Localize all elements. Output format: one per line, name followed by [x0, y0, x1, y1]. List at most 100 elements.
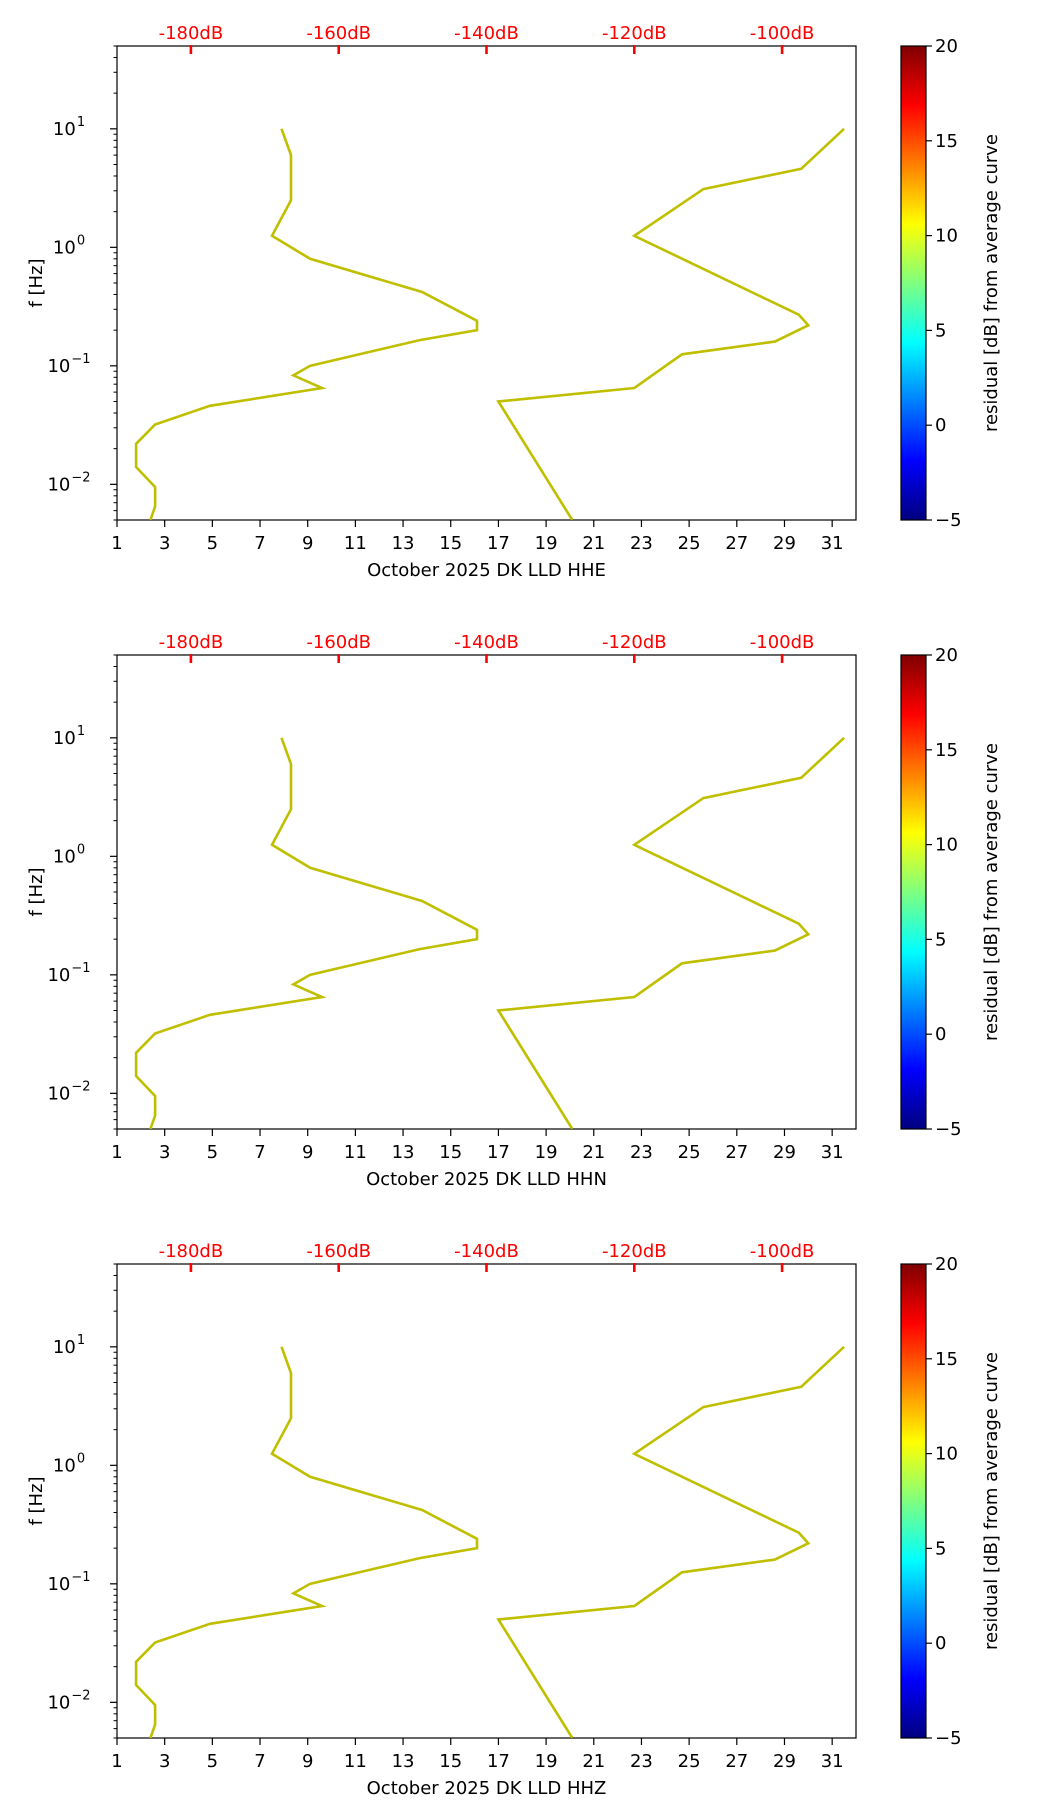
- psd-curve-2: [496, 736, 845, 1129]
- colorbar-tick-label: 15: [935, 1349, 958, 1370]
- db-tick-label: -100dB: [750, 632, 815, 653]
- x-tick-label: 29: [773, 533, 796, 554]
- x-tick-label: 25: [678, 533, 701, 554]
- db-tick-label: -160dB: [306, 632, 371, 653]
- y-axis-label: f [Hz]: [26, 1476, 47, 1525]
- x-tick-label: 13: [392, 533, 415, 554]
- x-tick-label: 31: [821, 533, 844, 554]
- x-tick-label: 3: [159, 1142, 170, 1163]
- x-tick-label: 3: [159, 533, 170, 554]
- x-tick-label: 27: [725, 533, 748, 554]
- x-tick-label: 25: [678, 1751, 701, 1772]
- plot-frame: [116, 1263, 857, 1739]
- colorbar-tick-label: 5: [935, 929, 946, 950]
- colorbar-label: residual [dB] from average curve: [981, 1352, 1002, 1650]
- colorbar-tick-label: 5: [935, 320, 946, 341]
- colorbar-tick-label: 0: [935, 1633, 946, 1654]
- y-tick-label: 100: [53, 233, 85, 258]
- x-tick-label: 5: [207, 1751, 218, 1772]
- colorbar-tick-label: 15: [935, 740, 958, 761]
- x-tick-label: 1: [111, 1142, 122, 1163]
- y-tick-base: 10: [53, 1337, 76, 1358]
- x-tick-label: 29: [773, 1751, 796, 1772]
- db-tick-label: -160dB: [306, 23, 371, 44]
- colorbar-tick-label: 0: [935, 1024, 946, 1045]
- colorbar: 20 15 10 5 0 −5 residual [dB] from average cur…: [900, 645, 1002, 1140]
- y-tick-exponent: 0: [77, 233, 85, 248]
- y-tick-label: 10−1: [47, 961, 90, 986]
- curves: [134, 736, 845, 1129]
- y-tick-base: 10: [47, 356, 70, 377]
- colorbar-tick-label: −5: [935, 1119, 962, 1140]
- x-tick-label: 27: [725, 1142, 748, 1163]
- y-tick-exponent: 1: [77, 724, 85, 739]
- x-tick-label: 23: [630, 1142, 653, 1163]
- db-tick-label: -180dB: [159, 23, 224, 44]
- x-tick-label: 19: [535, 533, 558, 554]
- x-tick-label: 1: [111, 1751, 122, 1772]
- x-tick-label: 29: [773, 1142, 796, 1163]
- y-tick-exponent: −2: [71, 1079, 90, 1094]
- y-tick-exponent: 0: [77, 842, 85, 857]
- y-tick-base: 10: [53, 119, 76, 140]
- x-tick-label: 7: [254, 1142, 265, 1163]
- y-tick-exponent: −1: [71, 1570, 90, 1585]
- x-tick-label: 7: [254, 1751, 265, 1772]
- y-tick-base: 10: [53, 846, 76, 867]
- y-tick-base: 10: [53, 728, 76, 749]
- y-tick-label: 10−2: [47, 470, 90, 495]
- x-tick-label: 13: [392, 1142, 415, 1163]
- y-tick-exponent: 1: [77, 1333, 85, 1348]
- x-tick-label: 19: [535, 1142, 558, 1163]
- y-tick-label: 100: [53, 842, 85, 867]
- colorbar-tick-label: 0: [935, 415, 946, 436]
- colorbar-gradient: [900, 654, 927, 1130]
- x-tick-label: 21: [582, 533, 605, 554]
- y-tick-base: 10: [47, 1574, 70, 1595]
- y-tick-base: 10: [53, 1455, 76, 1476]
- db-tick-label: -100dB: [750, 23, 815, 44]
- y-tick-exponent: −1: [71, 961, 90, 976]
- colorbar-tick-label: 15: [935, 131, 958, 152]
- x-tick-label: 9: [302, 533, 313, 554]
- x-tick-label: 15: [439, 533, 462, 554]
- x-tick-label: 5: [207, 1142, 218, 1163]
- y-tick-base: 10: [47, 1692, 70, 1713]
- x-tick-label: 25: [678, 1142, 701, 1163]
- x-tick-label: 11: [344, 1142, 367, 1163]
- x-tick-label: 13: [392, 1751, 415, 1772]
- colorbar-tick-label: 20: [935, 36, 958, 57]
- db-tick-label: -180dB: [159, 632, 224, 653]
- y-tick-label: 10−1: [47, 1570, 90, 1595]
- x-tick-label: 23: [630, 1751, 653, 1772]
- colorbar-tick-label: −5: [935, 510, 962, 531]
- x-tick-label: 1: [111, 533, 122, 554]
- psd-curve-1: [134, 737, 479, 1129]
- db-tick-label: -100dB: [750, 1241, 815, 1262]
- y-axis-label: f [Hz]: [26, 258, 47, 307]
- db-tick-label: -120dB: [602, 23, 667, 44]
- psd-curve-2: [496, 127, 845, 520]
- y-tick-exponent: 0: [77, 1451, 85, 1466]
- db-tick-label: -140dB: [454, 23, 519, 44]
- x-tick-label: 23: [630, 533, 653, 554]
- x-tick-label: 5: [207, 533, 218, 554]
- curves: [134, 1345, 845, 1738]
- x-tick-label: 15: [439, 1142, 462, 1163]
- x-tick-label: 9: [302, 1142, 313, 1163]
- y-tick-exponent: 1: [77, 115, 85, 130]
- y-tick-exponent: −1: [71, 352, 90, 367]
- y-tick-label: 10−2: [47, 1079, 90, 1104]
- colorbar-label: residual [dB] from average curve: [981, 743, 1002, 1041]
- curves: [134, 127, 845, 520]
- colorbar: 20 15 10 5 0 −5 residual [dB] from average cur…: [900, 36, 1002, 531]
- y-tick-base: 10: [47, 474, 70, 495]
- y-tick-label: 10−1: [47, 352, 90, 377]
- y-tick-label: 100: [53, 1451, 85, 1476]
- x-tick-label: 11: [344, 533, 367, 554]
- colorbar-tick-label: 10: [935, 226, 958, 247]
- psd-curve-2: [496, 1345, 845, 1738]
